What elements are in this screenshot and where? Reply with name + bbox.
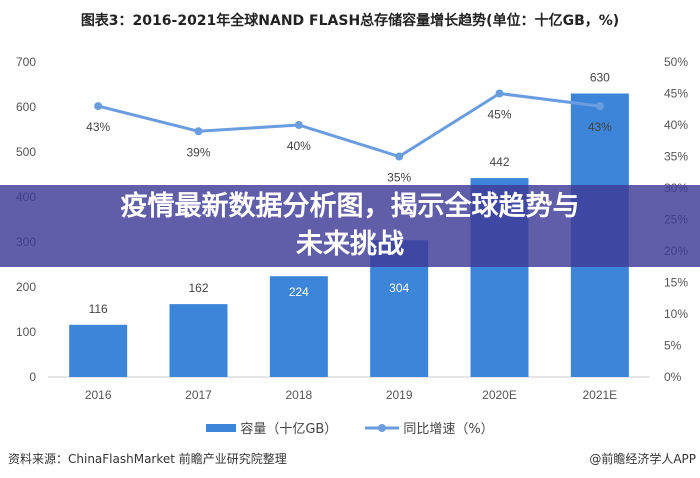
growth-value-label: 43% [588, 120, 612, 134]
right-tick-label: 10% [664, 307, 688, 321]
left-tick-label: 100 [16, 325, 36, 339]
growth-value-label: 43% [86, 120, 110, 134]
x-tick-label: 2020E [482, 388, 517, 402]
growth-point [94, 102, 103, 111]
legend-item-capacity: 容量（十亿GB） [206, 418, 337, 437]
source-note: 资料来源：ChinaFlashMarket 前瞻产业研究院整理 [8, 452, 287, 466]
legend-label: 容量（十亿GB） [240, 422, 338, 437]
bar-value-label: 630 [590, 71, 610, 85]
bar-value-label: 442 [489, 155, 509, 169]
left-tick-label: 500 [16, 145, 36, 159]
bar-value-label: 162 [188, 281, 208, 295]
right-tick-label: 0% [664, 370, 682, 384]
growth-value-label: 40% [287, 139, 311, 153]
growth-point [294, 121, 303, 129]
right-tick-label: 35% [664, 150, 688, 164]
left-tick-label: 200 [16, 280, 36, 294]
left-tick-label: 600 [16, 100, 36, 114]
growth-point [595, 102, 604, 111]
legend-item-growth: 同比增速（%） [365, 418, 494, 437]
growth-value-label: 35% [387, 171, 411, 185]
growth-value-label: 39% [186, 145, 210, 159]
right-tick-label: 45% [664, 87, 688, 101]
growth-point [395, 152, 404, 161]
legend: 容量（十亿GB） 同比增速（%） [0, 418, 700, 437]
bar [169, 304, 228, 377]
x-tick-label: 2016 [85, 388, 112, 402]
left-tick-label: 0 [29, 370, 36, 384]
growth-point [495, 89, 504, 98]
headline-banner: 疫情最新数据分析图，揭示全球趋势与未来挑战 [0, 185, 700, 267]
headline-text: 疫情最新数据分析图，揭示全球趋势与未来挑战 [120, 191, 580, 260]
bar-value-label: 304 [389, 281, 409, 295]
line-swatch-icon [365, 423, 400, 432]
left-tick-label: 700 [16, 55, 36, 69]
bar-value-label: 116 [89, 302, 108, 316]
growth-value-label: 45% [487, 108, 511, 122]
right-tick-label: 15% [664, 276, 688, 290]
x-tick-label: 2021E [582, 388, 617, 402]
credit-note: @前瞻经济学人APP [589, 452, 696, 466]
bar [69, 324, 128, 377]
bar-value-label: 224 [289, 285, 309, 299]
legend-label: 同比增速（%） [403, 422, 494, 437]
right-tick-label: 50% [664, 55, 688, 69]
right-tick-label: 5% [664, 339, 682, 353]
growth-line [97, 91, 601, 159]
bar [269, 276, 328, 377]
x-tick-label: 2017 [185, 388, 212, 402]
right-tick-label: 40% [664, 118, 688, 132]
x-tick-label: 2019 [386, 388, 413, 402]
growth-point [194, 127, 203, 136]
bar-swatch-icon [206, 423, 237, 432]
x-tick-label: 2018 [285, 388, 312, 402]
chart-title: 图表3：2016-2021年全球NAND FLASH总存储容量增长趋势(单位：十… [80, 13, 620, 29]
